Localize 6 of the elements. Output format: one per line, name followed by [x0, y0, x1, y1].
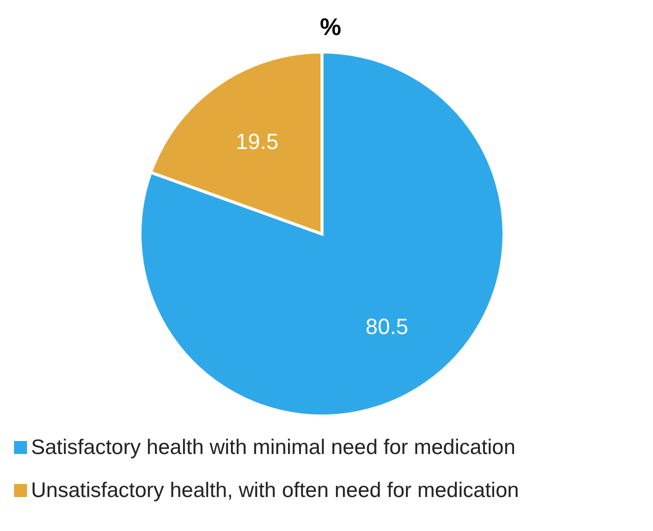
data-label: 19.5 — [236, 129, 279, 154]
data-label: 80.5 — [365, 314, 408, 339]
legend-label: Unsatisfactory health, with often need for medication — [31, 478, 519, 502]
pie-slice — [138, 50, 506, 418]
legend-label: Satisfactory health with minimal need for medication — [31, 436, 516, 460]
chart-title: % — [318, 13, 342, 43]
